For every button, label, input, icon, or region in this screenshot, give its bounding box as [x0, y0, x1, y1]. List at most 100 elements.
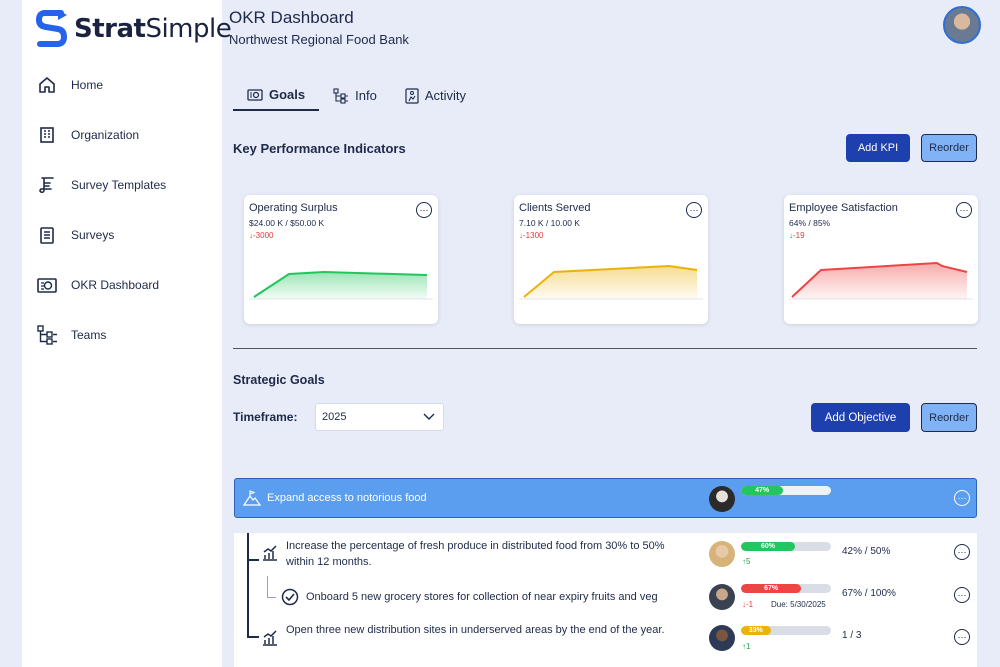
due-date: Due: 5/30/2025 — [771, 600, 826, 609]
tab-goals[interactable]: Goals — [233, 80, 320, 111]
tab-activity[interactable]: Activity — [391, 80, 480, 111]
tab-bar: Goals Info Activity — [233, 80, 480, 111]
chart-growth-icon — [263, 630, 277, 646]
sidebar-item-label: Home — [71, 78, 104, 92]
key-results-panel: Increase the percentage of fresh produce… — [234, 533, 977, 667]
progress-bar: 67% — [741, 584, 831, 593]
kr-delta: ↓-1 — [742, 600, 754, 609]
owner-avatar[interactable] — [709, 541, 735, 567]
sidebar-item-label: Survey Templates — [71, 178, 167, 192]
sidebar: StratSimple Home Organization Survey Tem… — [22, 0, 232, 667]
key-result-text: Open three new distribution sites in und… — [286, 624, 665, 636]
mountain-flag-icon — [243, 490, 261, 506]
kpi-delta: ↓-3000 — [249, 231, 274, 240]
progress-fill: 33% — [741, 626, 771, 635]
add-objective-button[interactable]: Add Objective — [811, 403, 910, 432]
kr-metric: 67% / 100% — [842, 588, 896, 599]
sidebar-item-survey-templates[interactable]: Survey Templates — [22, 160, 222, 210]
reorder-goals-button[interactable]: Reorder — [921, 403, 977, 432]
scroll-icon — [36, 174, 58, 196]
sidebar-item-label: Surveys — [71, 228, 115, 242]
tab-label: Activity — [424, 88, 466, 103]
progress-fill: 60% — [741, 542, 795, 551]
progress-bar: 33% — [741, 626, 831, 635]
brand-logo[interactable]: StratSimple — [36, 10, 232, 48]
dashboard-icon — [247, 88, 263, 101]
home-icon — [36, 74, 58, 96]
building-icon — [36, 124, 58, 146]
kpi-sparkline — [249, 270, 433, 300]
progress-fill: 67% — [741, 584, 802, 593]
more-options-icon[interactable]: ⋯ — [416, 202, 432, 218]
tree-connector — [247, 533, 249, 637]
kr-delta: ↑5 — [742, 557, 751, 566]
tab-info[interactable]: Info — [319, 80, 391, 111]
sidebar-item-surveys[interactable]: Surveys — [22, 210, 222, 260]
sidebar-item-label: Teams — [71, 328, 107, 342]
hierarchy-icon — [333, 87, 349, 104]
more-options-icon[interactable]: ⋯ — [956, 202, 972, 218]
owner-avatar[interactable] — [709, 486, 735, 512]
key-result-text: Onboard 5 new grocery stores for collect… — [306, 591, 658, 603]
chart-growth-icon — [263, 545, 277, 561]
sidebar-nav: Home Organization Survey Templates Surve… — [22, 60, 222, 360]
kr-metric: 42% / 50% — [842, 546, 891, 557]
objective-row[interactable]: Expand access to notorious food 47% ⋯ — [234, 478, 977, 518]
section-divider — [233, 348, 977, 349]
more-options-icon[interactable]: ⋯ — [954, 587, 970, 603]
timeframe-label: Timeframe: — [233, 410, 298, 424]
tree-connector — [247, 636, 259, 638]
tree-connector — [247, 559, 259, 561]
sidebar-item-okr-dashboard[interactable]: OKR Dashboard — [22, 260, 222, 310]
user-avatar[interactable] — [943, 6, 981, 44]
sidebar-item-teams[interactable]: Teams — [22, 310, 222, 360]
kpi-card[interactable]: Clients Served 7.10 K / 10.00 K ↓-1300 ⋯ — [514, 195, 708, 324]
kpi-value: $24.00 K / $50.00 K — [249, 218, 325, 228]
tab-label: Goals — [269, 87, 306, 102]
kpi-value: 7.10 K / 10.00 K — [519, 218, 580, 228]
page-subtitle: Northwest Regional Food Bank — [229, 32, 409, 47]
activity-icon — [405, 87, 419, 104]
tree-connector — [267, 576, 268, 598]
sidebar-item-label: OKR Dashboard — [71, 278, 160, 292]
kpi-name: Clients Served — [519, 202, 591, 214]
tree-connector — [267, 597, 276, 598]
kpi-sparkline — [519, 264, 703, 300]
add-kpi-button[interactable]: Add KPI — [846, 134, 910, 162]
goals-section-title: Strategic Goals — [233, 373, 325, 387]
kpi-name: Employee Satisfaction — [789, 202, 898, 214]
hierarchy-icon — [36, 324, 58, 346]
brand-name: StratSimple — [74, 14, 232, 44]
kpi-name: Operating Surplus — [249, 202, 338, 214]
kr-delta: ↑1 — [742, 642, 751, 651]
progress-bar: 60% — [741, 542, 831, 551]
objective-title: Expand access to notorious food — [267, 492, 427, 504]
dashboard-icon — [36, 274, 58, 296]
kpi-delta: ↓-1300 — [519, 231, 544, 240]
more-options-icon[interactable]: ⋯ — [686, 202, 702, 218]
clipboard-icon — [36, 224, 58, 246]
owner-avatar[interactable] — [709, 584, 735, 610]
kpi-sparkline — [789, 261, 973, 300]
more-options-icon[interactable]: ⋯ — [954, 629, 970, 645]
kpi-card[interactable]: Employee Satisfaction 64% / 85% ↓-19 ⋯ — [784, 195, 978, 324]
sidebar-item-label: Organization — [71, 128, 140, 142]
reorder-kpi-button[interactable]: Reorder — [921, 134, 977, 162]
chevron-down-icon — [423, 413, 435, 420]
kpi-section-title: Key Performance Indicators — [233, 141, 406, 156]
logo-icon — [36, 10, 68, 47]
kpi-value: 64% / 85% — [789, 218, 831, 228]
kpi-card[interactable]: Operating Surplus $24.00 K / $50.00 K ↓-… — [244, 195, 438, 324]
check-circle-icon — [281, 588, 299, 606]
owner-avatar[interactable] — [709, 625, 735, 651]
sidebar-item-organization[interactable]: Organization — [22, 110, 222, 160]
page-title: OKR Dashboard — [229, 8, 354, 27]
timeframe-select[interactable]: 2025 — [315, 403, 444, 431]
tab-label: Info — [355, 88, 377, 103]
sidebar-item-home[interactable]: Home — [22, 60, 222, 110]
more-options-icon[interactable]: ⋯ — [954, 490, 970, 506]
more-options-icon[interactable]: ⋯ — [954, 544, 970, 560]
objective-progress-bar: 47% — [741, 486, 831, 495]
key-result-text: Increase the percentage of fresh produce… — [286, 540, 665, 568]
kr-metric: 1 / 3 — [842, 630, 862, 641]
